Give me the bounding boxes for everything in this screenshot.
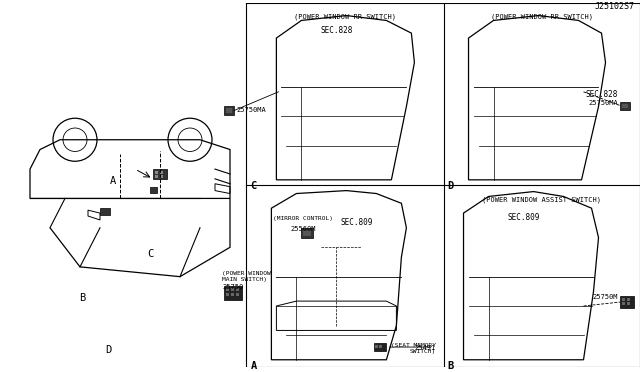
Bar (380, 345, 383, 348)
Bar (374, 343, 387, 351)
Text: D: D (105, 345, 111, 355)
Bar (303, 230, 312, 235)
Bar (622, 103, 628, 109)
Bar (622, 298, 625, 301)
Text: (SEAT MEMORY
SWITCH): (SEAT MEMORY SWITCH) (390, 343, 435, 354)
Bar (225, 286, 243, 300)
Bar (232, 288, 234, 291)
Text: C: C (147, 249, 153, 259)
Text: SEC.809: SEC.809 (340, 218, 372, 227)
Text: A: A (110, 176, 116, 186)
Text: A: A (250, 361, 257, 371)
Text: B: B (447, 361, 454, 371)
Bar (232, 293, 234, 296)
Bar (620, 296, 634, 308)
Bar (227, 109, 232, 113)
Bar (160, 175, 163, 178)
Text: J25102S7: J25102S7 (595, 1, 635, 11)
Text: SEC.828: SEC.828 (320, 26, 353, 35)
Text: 25750M: 25750M (593, 294, 618, 300)
Text: 25560M: 25560M (291, 226, 316, 232)
Bar (301, 228, 314, 238)
Text: SEC.828: SEC.828 (586, 90, 618, 99)
Text: (POWER WINDOW ASSIST SWITCH): (POWER WINDOW ASSIST SWITCH) (483, 196, 601, 203)
Bar (153, 169, 167, 179)
Bar (227, 293, 229, 296)
Text: (MIRROR CONTROL): (MIRROR CONTROL) (273, 216, 333, 221)
Text: 25750MA: 25750MA (236, 108, 266, 113)
Text: (POWER WINDOW
MAIN SWITCH): (POWER WINDOW MAIN SWITCH) (223, 271, 271, 282)
Bar (155, 175, 158, 178)
Bar (160, 171, 163, 174)
Bar (622, 302, 625, 305)
Bar (236, 293, 239, 296)
Text: 25750: 25750 (223, 285, 244, 291)
Text: 25491: 25491 (414, 345, 435, 351)
Text: C: C (250, 181, 257, 191)
Bar (627, 298, 630, 301)
Text: (POWER WINDOW RR SWITCH): (POWER WINDOW RR SWITCH) (294, 14, 396, 20)
Bar (100, 208, 110, 215)
Text: D: D (447, 181, 454, 191)
Bar (155, 171, 158, 174)
Bar (150, 187, 157, 193)
Bar (620, 102, 630, 110)
Bar (627, 302, 630, 305)
Bar (376, 345, 378, 348)
Text: B: B (79, 293, 85, 303)
Bar (225, 106, 234, 115)
Text: (POWER WINDOW RR SWITCH): (POWER WINDOW RR SWITCH) (491, 14, 593, 20)
Text: 25750MA: 25750MA (588, 100, 618, 106)
Bar (227, 288, 229, 291)
Bar (236, 288, 239, 291)
Text: SEC.809: SEC.809 (508, 214, 540, 222)
